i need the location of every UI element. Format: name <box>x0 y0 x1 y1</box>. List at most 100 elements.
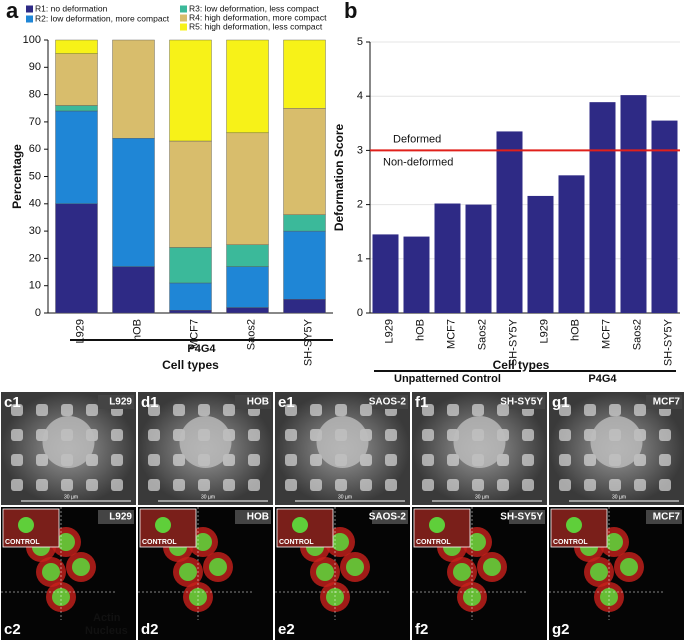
legend-label: R3: low deformation, less compact <box>189 3 320 13</box>
y-tick-label: 50 <box>29 170 41 182</box>
micro-pillar <box>223 479 235 491</box>
nucleus-stain <box>57 533 75 551</box>
x-tick-label: MCF7 <box>600 319 612 349</box>
bar-segment <box>169 247 212 284</box>
x-tick-label: Saos2 <box>476 319 488 350</box>
micro-pillar <box>198 479 210 491</box>
nucleus-stain <box>483 558 501 576</box>
image-name: L929 <box>109 397 132 408</box>
nucleus-stain <box>42 563 60 581</box>
nucleus-stain <box>453 563 471 581</box>
y-tick-label: 1 <box>357 253 363 265</box>
micro-pillar <box>559 404 571 416</box>
y-tick-label: 0 <box>357 307 363 319</box>
micro-pillar <box>447 454 459 466</box>
scale-label: 30 µm <box>475 494 489 500</box>
micro-pillar <box>472 479 484 491</box>
image-name: MCF7 <box>653 397 681 408</box>
micro-pillar <box>285 404 297 416</box>
micro-pillar <box>360 479 372 491</box>
micro-pillar <box>522 479 534 491</box>
bar <box>434 203 461 313</box>
micro-pillar <box>198 404 210 416</box>
y-tick-label: 2 <box>357 199 363 211</box>
name-box <box>98 395 134 409</box>
name-box <box>646 510 682 524</box>
bar-segment <box>283 108 326 215</box>
y-tick-label: 10 <box>29 280 41 292</box>
nucleus-stain <box>346 558 364 576</box>
micro-pillar <box>148 404 160 416</box>
micro-pillar <box>36 454 48 466</box>
image-label: f2 <box>415 621 428 638</box>
bar-segment <box>283 230 326 300</box>
micro-pillar <box>61 479 73 491</box>
y-tick-label: 90 <box>29 61 41 73</box>
image-label: f1 <box>415 394 428 411</box>
micro-pillar <box>285 454 297 466</box>
y-tick-label: 3 <box>357 144 363 156</box>
micro-pillar <box>447 404 459 416</box>
x-tick-label: SH-SY5Y <box>507 318 519 366</box>
nucleus-stain <box>331 533 349 551</box>
image-label: g2 <box>552 621 570 638</box>
micro-pillar <box>609 479 621 491</box>
annotation: Non-deformed <box>383 156 453 168</box>
y-tick-label: 80 <box>29 89 41 101</box>
x-tick-label: MCF7 <box>445 319 457 349</box>
image-name: SH-SY5Y <box>500 397 543 408</box>
group-label: Unpatterned Control <box>394 373 501 385</box>
bar-segment <box>112 266 155 314</box>
legend-swatch <box>26 15 33 23</box>
name-box <box>235 510 271 524</box>
bar-segment <box>283 299 326 314</box>
cell-body <box>179 416 232 468</box>
micro-pillar <box>173 404 185 416</box>
micro-pillar <box>559 429 571 441</box>
bar <box>403 236 430 313</box>
nucleus-stain <box>605 533 623 551</box>
image-label: g1 <box>552 394 570 411</box>
stain-legend: Nucleus <box>85 625 128 637</box>
name-box <box>646 395 682 409</box>
micro-pillar <box>634 404 646 416</box>
y-tick-label: 70 <box>29 116 41 128</box>
x-tick-label: L929 <box>74 319 86 343</box>
micro-pillar <box>609 404 621 416</box>
bar-segment <box>226 266 269 308</box>
micro-pillar <box>173 479 185 491</box>
nucleus-stain <box>316 563 334 581</box>
bar-segment <box>112 138 155 267</box>
micro-pillar <box>659 429 671 441</box>
bar-segment <box>55 203 98 314</box>
nucleus-stain <box>179 563 197 581</box>
x-tick-label: SH-SY5Y <box>662 318 674 366</box>
image-name: HOB <box>247 512 269 523</box>
scale-label: 30 µm <box>201 494 215 500</box>
x-tick-label: SH-SY5Y <box>302 318 314 366</box>
nucleus-stain <box>18 517 34 533</box>
micro-pillar <box>422 479 434 491</box>
image-name: SH-SY5Y <box>500 512 543 523</box>
image-name: SAOS-2 <box>369 397 407 408</box>
micro-pillar <box>248 454 260 466</box>
image-label: c2 <box>4 621 21 638</box>
bar-segment <box>169 282 212 311</box>
micro-pillar <box>385 429 397 441</box>
bar-segment <box>55 110 98 205</box>
name-box <box>372 395 408 409</box>
micro-pillar <box>385 479 397 491</box>
y-tick-label: 100 <box>23 34 41 46</box>
bar <box>620 95 647 313</box>
legend-swatch <box>180 14 187 22</box>
panel-letter: a <box>6 0 19 23</box>
image-label: e2 <box>278 621 295 638</box>
micro-pillar <box>385 454 397 466</box>
nucleus-stain <box>292 517 308 533</box>
bar-segment <box>226 244 269 267</box>
cell-body <box>453 416 506 468</box>
micro-pillar <box>659 479 671 491</box>
micro-pillar <box>148 454 160 466</box>
micro-pillar <box>522 454 534 466</box>
